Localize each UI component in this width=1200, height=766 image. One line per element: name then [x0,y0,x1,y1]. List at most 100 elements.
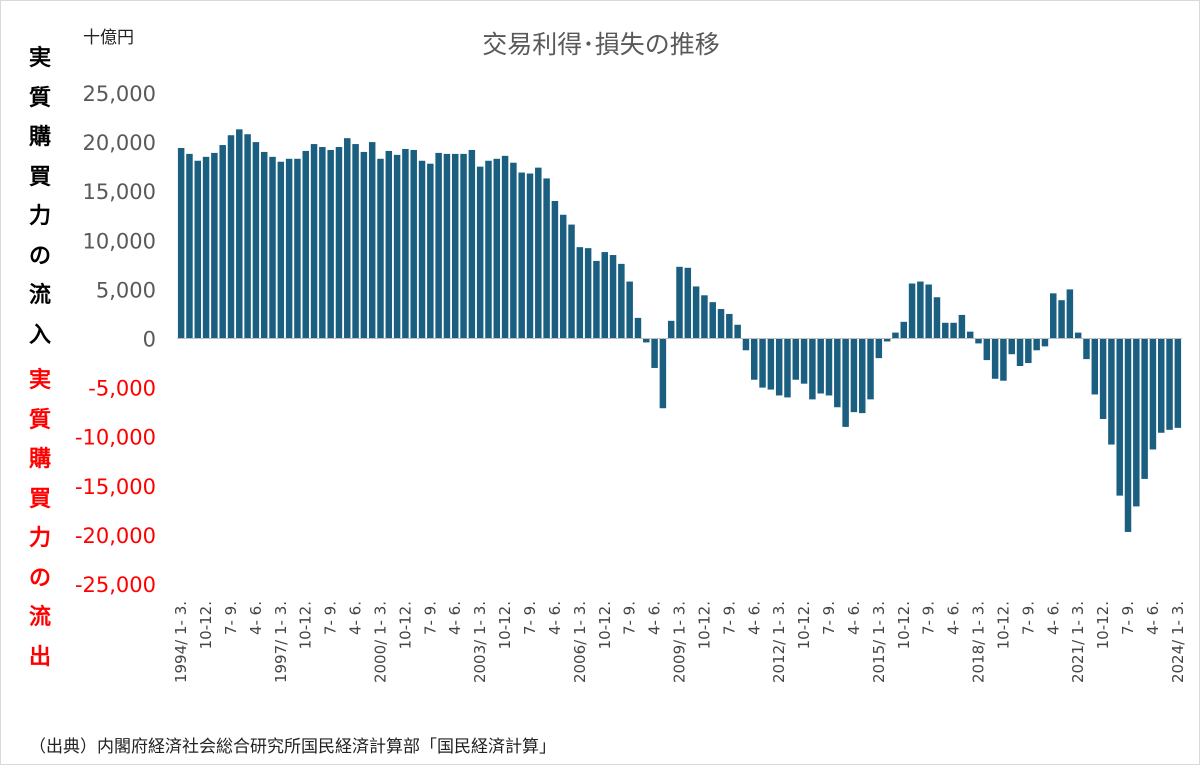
x-tick-label: 2015/ 1- 3. [870,601,888,683]
bar [1083,338,1090,360]
bar [676,266,683,339]
bar [775,338,783,396]
bar [319,147,326,339]
bar [368,142,376,339]
x-tick-label: 7- 9. [222,601,240,635]
bar [1074,332,1082,339]
bar [443,153,451,339]
bar [327,149,334,339]
bar [883,338,891,342]
positive-side-label-char: 流 [28,283,51,308]
bar [734,324,741,339]
x-tick-label: 10-12. [895,601,913,649]
bar [1149,338,1157,450]
bar [1066,289,1074,339]
positive-side-label-char: 実 [28,46,51,71]
bar [975,338,982,344]
bar [1116,338,1123,496]
bar [1033,338,1040,351]
bar [950,322,957,339]
bar [410,149,417,339]
bar [535,167,542,339]
bar [252,142,260,339]
bar [983,338,991,361]
negative-side-label-char: の [28,565,51,591]
bar [211,152,218,339]
x-tick-label: 4- 6. [745,601,763,635]
bar [510,162,517,339]
bar [684,267,692,339]
bar [1050,293,1057,339]
bar [792,338,800,380]
positive-side-label-char: 入 [28,322,51,348]
bar [1025,338,1032,364]
chart-title: 交易利得･損失の推移 [482,30,720,59]
bar [1058,300,1065,339]
x-tick-label: 4- 6. [347,601,365,635]
x-tick-label: 10-12. [496,601,514,649]
y-tick-label: 15,000 [83,180,156,204]
x-tick-label: 4- 6. [845,601,863,635]
bar [767,338,775,390]
negative-side-label-char: 買 [28,486,51,512]
bar [335,147,343,339]
bar [344,138,351,339]
y-tick-label: 5,000 [96,278,156,302]
bar [277,161,285,339]
positive-side-label-char: 質 [28,85,51,111]
bar [726,313,733,339]
bar [717,309,725,339]
bar [177,147,185,339]
x-tick-label: 7- 9. [920,601,938,635]
bar [427,163,434,339]
bar [800,338,808,384]
bar [892,332,899,339]
bar [626,281,633,339]
x-tick-label: 7- 9. [421,601,439,635]
bar [917,281,924,339]
x-tick-label: 2000/ 1- 3. [371,601,389,683]
bar [966,331,974,339]
bar [402,148,409,339]
x-tick-label: 4- 6. [247,601,265,635]
bar [1041,338,1049,347]
x-tick-label: 4- 6. [1044,601,1062,635]
positive-side-label-char: の [28,243,51,269]
bar [551,201,559,339]
bar [1000,338,1007,381]
bar [834,338,841,408]
y-tick-label: -20,000 [75,524,156,548]
bar [310,144,318,339]
bar [493,158,501,339]
negative-side-label-char: 質 [28,407,51,433]
y-tick-label: 0 [143,328,156,352]
x-tick-label: 2018/ 1- 3. [970,601,988,683]
bar [269,156,276,339]
bar [1124,338,1132,532]
bar [1158,338,1165,433]
bar [958,314,966,339]
bar [352,144,359,339]
y-tick-label: -10,000 [75,426,156,450]
x-tick-label: 2003/ 1- 3. [471,601,489,683]
bar [518,172,525,339]
bar [751,338,758,380]
x-tick-label: 7- 9. [322,601,340,635]
bar [1166,338,1173,430]
negative-side-label-char: 購 [28,447,51,472]
bar [667,320,675,339]
bar [559,214,567,339]
x-tick-label: 7- 9. [621,601,639,635]
bar [867,338,874,400]
bar [842,338,849,427]
bar [377,158,384,339]
bar [568,224,575,339]
positive-side-label: 実質購買力の流入 [23,39,57,355]
y-tick-label: 10,000 [83,229,156,253]
bar [908,283,916,339]
bar [385,150,393,339]
bar [1141,338,1148,479]
x-tick-label: 10-12. [1094,601,1112,649]
x-tick-label: 7- 9. [1019,601,1037,635]
